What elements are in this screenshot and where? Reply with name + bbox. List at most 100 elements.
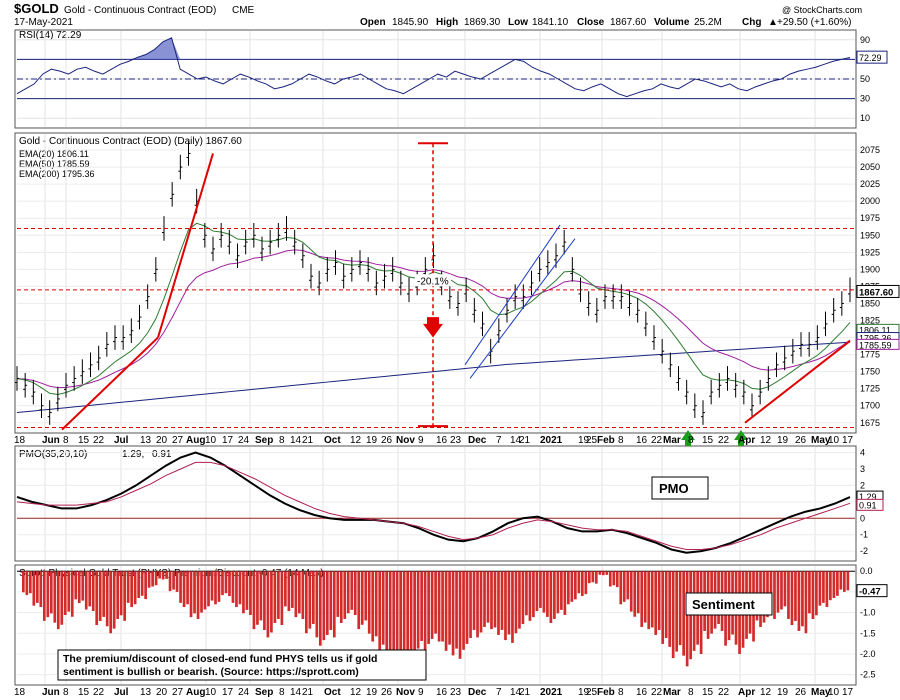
phys-bar — [175, 571, 179, 592]
phys-bar — [137, 571, 140, 598]
pmo-title-value: 1.29, — [122, 449, 144, 460]
phys-bar — [280, 571, 284, 625]
phys-bar — [147, 571, 151, 588]
channel-upper-line — [464, 224, 561, 366]
phys-bar — [165, 571, 168, 579]
legend-ema20: EMA(20) 1806.11 — [19, 149, 89, 159]
phys-bar — [629, 571, 633, 612]
pmo-signal-line — [16, 461, 851, 550]
price-x-label: 21 — [519, 435, 531, 446]
phys-bar — [231, 571, 235, 603]
pmo-title-main: PMO(35,20,10) — [19, 449, 87, 460]
price-x-label: 15 — [702, 435, 714, 446]
phys-bar — [242, 571, 245, 614]
phys-bar — [130, 571, 133, 608]
pmo-label-box — [651, 476, 709, 500]
phys-bar — [252, 571, 256, 630]
price-tick-label: 1850 — [860, 298, 880, 308]
phys-bar — [811, 571, 815, 619]
phys-bar — [182, 571, 186, 608]
price-x-label: Jun — [42, 435, 60, 446]
phys-last-box — [856, 584, 888, 598]
phys-tick-label: -1.0 — [860, 608, 876, 618]
price-x-label: 22 — [651, 435, 663, 446]
phys-bar — [490, 571, 493, 630]
phys-bar — [133, 571, 137, 605]
phys-bar — [846, 571, 850, 591]
phys-bar — [836, 571, 839, 596]
price-x-label: Nov — [396, 435, 415, 446]
pmo-series — [16, 451, 851, 554]
phys-x-label: 21 — [302, 687, 314, 698]
chart-date: 17-May-2021 — [14, 17, 73, 28]
phys-bar — [587, 571, 591, 584]
price-x-label: 12 — [760, 435, 772, 446]
rsi-tick-label: 30 — [860, 94, 870, 104]
phys-bar — [787, 571, 790, 619]
pmo-line — [16, 451, 851, 554]
watermark: @ StockCharts.com — [782, 5, 862, 15]
price-tick-label: 1825 — [860, 316, 880, 326]
phys-note-line1: The premium/discount of closed-end fund … — [63, 653, 377, 665]
phys-bar — [200, 571, 203, 613]
phys-bar — [406, 571, 409, 675]
sentiment-label-box — [685, 592, 773, 616]
pmo-tick-label: 3 — [860, 464, 865, 474]
phys-x-label: Oct — [324, 687, 341, 698]
phys-x-label: 23 — [450, 687, 462, 698]
drawdown-label-bg — [415, 274, 451, 287]
phys-x-label: 12 — [760, 687, 772, 698]
phys-bar — [427, 571, 430, 644]
phys-bar — [214, 571, 217, 605]
chg-value: +29.50 (+1.60%) — [777, 17, 852, 28]
phys-bar — [546, 571, 549, 617]
phys-bar — [458, 571, 462, 659]
phys-bar — [392, 571, 396, 663]
phys-bar — [217, 571, 221, 602]
price-x-label: 16 — [636, 435, 648, 446]
phys-bar — [430, 571, 434, 639]
phys-bar — [25, 571, 29, 596]
phys-bar — [158, 571, 161, 579]
phys-x-label: 10 — [828, 687, 840, 698]
phys-bar — [70, 571, 74, 617]
price-x-label: 19 — [578, 435, 590, 446]
phys-bar — [105, 571, 109, 627]
legend-ema200: EMA(200) 1795.36 — [19, 169, 95, 179]
phys-x-label: 8 — [688, 687, 694, 698]
phys-bar — [151, 571, 154, 587]
phys-bar — [615, 571, 619, 588]
phys-bar — [598, 571, 602, 575]
high-value: 1869.30 — [464, 17, 501, 28]
phys-bar — [815, 571, 818, 616]
phys-bar — [95, 571, 99, 625]
phys-bar — [98, 571, 102, 621]
price-tick-label: 1700 — [860, 401, 880, 411]
ema-axis-label: 1795.36 — [859, 334, 892, 344]
ema-axis-box — [856, 338, 900, 350]
phys-bar — [329, 571, 333, 630]
phys-bar — [186, 571, 189, 605]
price-x-label: 7 — [496, 435, 502, 446]
phys-tick-label: 0.0 — [860, 566, 873, 576]
rsi-tick-label: 90 — [860, 35, 870, 45]
low-value: 1841.10 — [532, 17, 569, 28]
phys-bar — [221, 571, 224, 596]
phys-bar — [448, 571, 451, 645]
phys-bar — [381, 571, 385, 645]
phys-bar — [367, 571, 371, 634]
phys-bar — [291, 571, 294, 608]
phys-bar — [829, 571, 832, 601]
phys-bar — [528, 571, 532, 621]
phys-bar — [112, 571, 116, 629]
phys-x-label: Apr — [738, 687, 755, 698]
phys-bar — [601, 571, 605, 576]
phys-bar — [189, 571, 193, 618]
phys-bar — [238, 571, 242, 605]
phys-bar — [203, 571, 207, 610]
phys-bar — [465, 571, 469, 644]
phys-bar — [591, 571, 595, 583]
symbol-title: $GOLD — [14, 1, 59, 16]
price-x-label: 23 — [450, 435, 462, 446]
